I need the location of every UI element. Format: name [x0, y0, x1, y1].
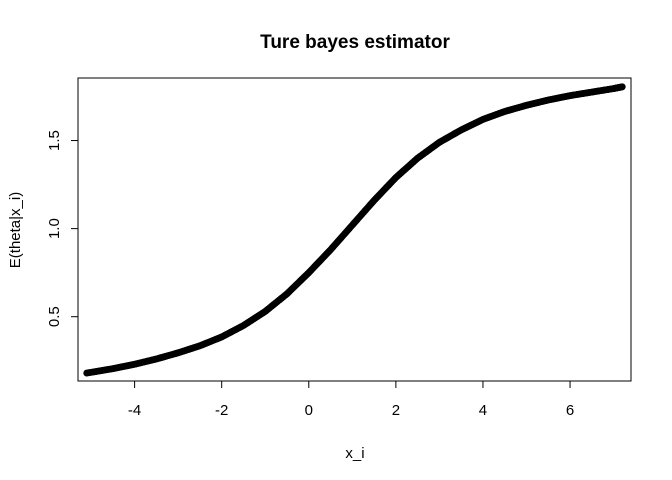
- y-tick-label: 0.5: [46, 306, 63, 327]
- x-tick-label: 4: [479, 402, 487, 419]
- data-point: [618, 83, 626, 91]
- y-axis: 0.5 1.0 1.5: [46, 130, 78, 327]
- x-tick-label: 6: [566, 402, 574, 419]
- x-axis-label: x_i: [345, 445, 364, 462]
- y-tick-label: 1.5: [46, 130, 63, 151]
- plot-frame: [77, 77, 632, 382]
- x-tick-label: 0: [305, 402, 313, 419]
- y-axis-label: E(theta|x_i): [7, 192, 24, 268]
- x-tick-label: 2: [392, 402, 400, 419]
- x-axis: -4 -2 0 2 4 6: [128, 381, 574, 419]
- x-tick-label: -4: [128, 402, 141, 419]
- x-tick-label: -2: [215, 402, 228, 419]
- chart-title: Ture bayes estimator: [260, 32, 450, 53]
- y-tick-label: 1.0: [46, 218, 63, 239]
- data-points: [83, 83, 626, 377]
